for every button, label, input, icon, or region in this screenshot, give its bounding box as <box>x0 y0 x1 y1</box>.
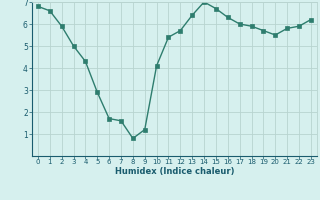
X-axis label: Humidex (Indice chaleur): Humidex (Indice chaleur) <box>115 167 234 176</box>
